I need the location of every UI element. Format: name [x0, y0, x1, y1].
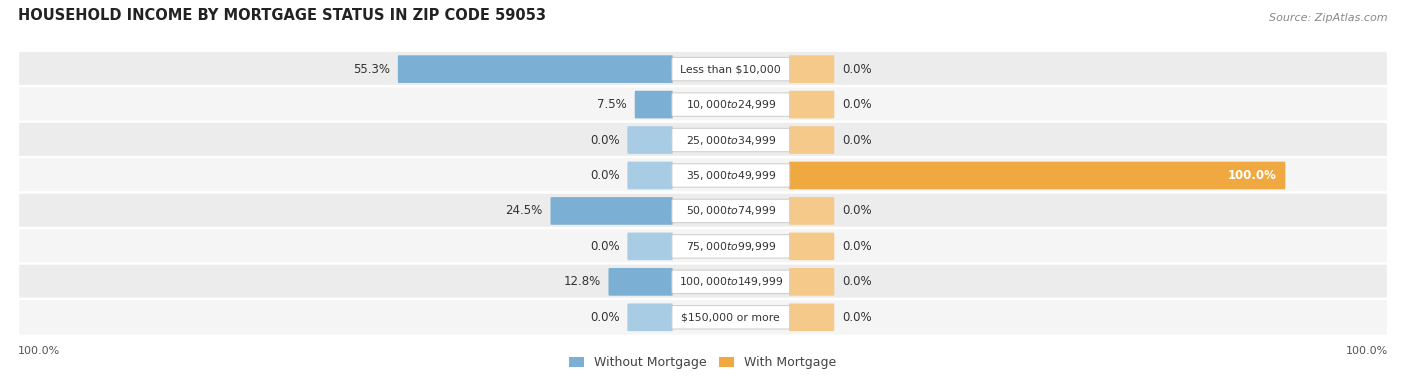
Text: Less than $10,000: Less than $10,000	[681, 64, 782, 74]
FancyBboxPatch shape	[789, 232, 834, 260]
FancyBboxPatch shape	[789, 197, 834, 225]
FancyBboxPatch shape	[627, 126, 673, 154]
Text: $35,000 to $49,999: $35,000 to $49,999	[686, 169, 776, 182]
FancyBboxPatch shape	[789, 55, 834, 83]
FancyBboxPatch shape	[18, 86, 1388, 123]
Text: $25,000 to $34,999: $25,000 to $34,999	[686, 133, 776, 147]
Text: $75,000 to $99,999: $75,000 to $99,999	[686, 240, 776, 253]
FancyBboxPatch shape	[789, 162, 1285, 189]
FancyBboxPatch shape	[18, 263, 1388, 300]
FancyBboxPatch shape	[18, 51, 1388, 88]
Text: 100.0%: 100.0%	[1346, 346, 1388, 356]
FancyBboxPatch shape	[18, 192, 1388, 229]
Text: 0.0%: 0.0%	[842, 275, 872, 288]
Text: 0.0%: 0.0%	[591, 240, 620, 253]
Text: 0.0%: 0.0%	[591, 311, 620, 324]
Text: $150,000 or more: $150,000 or more	[682, 312, 780, 322]
Text: $50,000 to $74,999: $50,000 to $74,999	[686, 204, 776, 217]
Text: 100.0%: 100.0%	[1227, 169, 1277, 182]
Text: HOUSEHOLD INCOME BY MORTGAGE STATUS IN ZIP CODE 59053: HOUSEHOLD INCOME BY MORTGAGE STATUS IN Z…	[18, 8, 546, 23]
FancyBboxPatch shape	[789, 304, 834, 331]
Text: 0.0%: 0.0%	[842, 63, 872, 76]
Text: 7.5%: 7.5%	[598, 98, 627, 111]
FancyBboxPatch shape	[789, 91, 834, 118]
Text: 0.0%: 0.0%	[842, 133, 872, 147]
Text: 0.0%: 0.0%	[842, 240, 872, 253]
FancyBboxPatch shape	[627, 162, 673, 189]
Text: $100,000 to $149,999: $100,000 to $149,999	[679, 275, 783, 288]
Text: 12.8%: 12.8%	[564, 275, 600, 288]
FancyBboxPatch shape	[789, 268, 834, 296]
FancyBboxPatch shape	[672, 57, 790, 81]
Text: 100.0%: 100.0%	[18, 346, 60, 356]
Text: 0.0%: 0.0%	[842, 98, 872, 111]
FancyBboxPatch shape	[672, 235, 790, 258]
FancyBboxPatch shape	[551, 197, 673, 225]
FancyBboxPatch shape	[18, 228, 1388, 265]
FancyBboxPatch shape	[627, 232, 673, 260]
Text: 55.3%: 55.3%	[353, 63, 389, 76]
Text: 0.0%: 0.0%	[842, 204, 872, 217]
FancyBboxPatch shape	[18, 299, 1388, 336]
Text: 24.5%: 24.5%	[505, 204, 543, 217]
Legend: Without Mortgage, With Mortgage: Without Mortgage, With Mortgage	[564, 351, 842, 374]
FancyBboxPatch shape	[789, 126, 834, 154]
FancyBboxPatch shape	[672, 270, 790, 294]
Text: Source: ZipAtlas.com: Source: ZipAtlas.com	[1270, 13, 1388, 23]
FancyBboxPatch shape	[672, 305, 790, 329]
FancyBboxPatch shape	[18, 122, 1388, 158]
FancyBboxPatch shape	[672, 199, 790, 223]
FancyBboxPatch shape	[634, 91, 673, 118]
Text: 0.0%: 0.0%	[591, 133, 620, 147]
FancyBboxPatch shape	[609, 268, 673, 296]
FancyBboxPatch shape	[398, 55, 673, 83]
Text: 0.0%: 0.0%	[591, 169, 620, 182]
Text: 0.0%: 0.0%	[842, 311, 872, 324]
FancyBboxPatch shape	[672, 164, 790, 187]
FancyBboxPatch shape	[672, 93, 790, 116]
FancyBboxPatch shape	[18, 157, 1388, 194]
FancyBboxPatch shape	[627, 304, 673, 331]
Text: $10,000 to $24,999: $10,000 to $24,999	[686, 98, 776, 111]
FancyBboxPatch shape	[672, 128, 790, 152]
